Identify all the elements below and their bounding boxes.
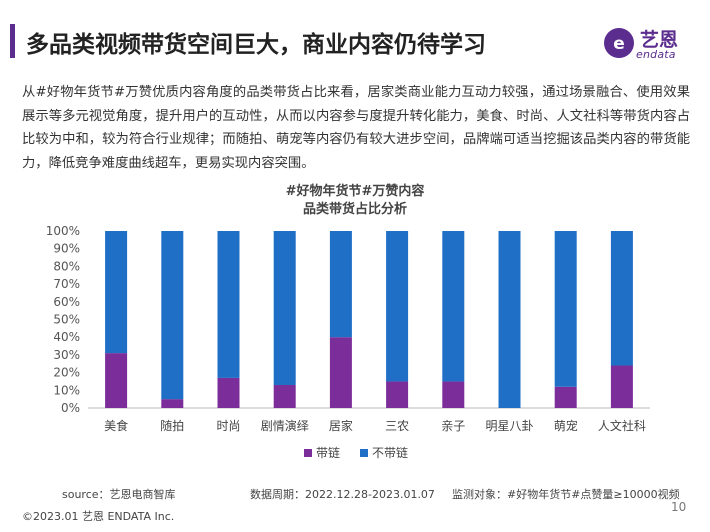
x-tick-label: 三农 [385, 419, 409, 433]
bar-segment [105, 353, 128, 408]
chart-title-line1: #好物年货节#万赞内容 [285, 184, 425, 199]
y-tick-label: 30% [53, 348, 80, 362]
bar-segment [442, 381, 465, 408]
bar-segment [217, 377, 240, 408]
monitor-target: 监测对象：#好物年货节#点赞量≥10000视频 [452, 488, 680, 501]
chart-title-line2: 品类带货占比分析 [302, 202, 407, 217]
bar-segment [329, 337, 352, 408]
y-tick-label: 70% [53, 277, 80, 291]
y-tick-label: 80% [53, 259, 80, 273]
x-tick-label: 随拍 [160, 418, 184, 433]
legend-label: 不带链 [372, 445, 408, 460]
bar-segment [273, 231, 296, 385]
bar-segment [610, 365, 633, 408]
legend-label: 带链 [316, 445, 340, 460]
x-tick-label: 明星八卦 [485, 419, 533, 433]
logo-text: 艺恩 [640, 29, 679, 51]
bar-segment [554, 231, 577, 387]
y-tick-label: 40% [53, 330, 80, 344]
stacked-bar-chart: 0% 10% 20% 30% 40% 50% 60% 70% 80% 90% 100% 美食 随拍 时尚 剧… [46, 224, 650, 460]
x-tick-label: 剧情演绎 [261, 418, 309, 433]
bar-segment [554, 386, 577, 408]
bar-segment [442, 231, 465, 382]
bar-segment [386, 381, 409, 408]
x-tick-label: 人文社科 [598, 418, 646, 433]
y-tick-label: 0% [61, 401, 80, 415]
copyright: ©2023.01 艺恩 ENDATA Inc. [22, 510, 175, 523]
bar-segment [105, 231, 128, 354]
page-number: 10 [671, 500, 687, 514]
page-title: 多品类视频带货空间巨大，商业内容仍待学习 [26, 32, 486, 58]
y-tick-label: 20% [53, 366, 80, 380]
bar-segment [386, 231, 409, 382]
x-tick-label: 亲子 [441, 419, 465, 433]
bar-segment [498, 231, 521, 408]
title-accent-bar [10, 24, 15, 58]
x-tick-label: 居家 [329, 418, 353, 433]
legend-swatch [304, 449, 312, 457]
summary-paragraph: 从#好物年货节#万赞优质内容角度的品类带货占比来看，居家类商业能力互动力较强，通… [22, 85, 690, 171]
y-tick-label: 10% [53, 383, 80, 397]
data-period: 数据周期：2022.12.28-2023.01.07 [250, 488, 435, 501]
bar-segment [329, 231, 352, 338]
y-tick-label: 100% [46, 224, 80, 238]
legend-swatch [360, 449, 368, 457]
svg-text:e: e [613, 34, 625, 54]
bar-segment [610, 231, 633, 366]
bar-segment [217, 231, 240, 378]
y-tick-label: 50% [53, 313, 80, 327]
source-note: source：艺恩电商智库 [62, 488, 176, 501]
y-tick-label: 60% [53, 295, 80, 309]
y-tick-label: 90% [53, 242, 80, 256]
x-tick-label: 美食 [104, 418, 128, 433]
bar-segment [161, 231, 184, 400]
logo-subtext: endata [636, 48, 676, 61]
x-tick-label: 时尚 [216, 419, 240, 433]
bar-segment [273, 384, 296, 408]
bar-segment [161, 399, 184, 408]
x-tick-label: 萌宠 [554, 418, 578, 433]
endata-logo-icon: e [604, 28, 634, 58]
